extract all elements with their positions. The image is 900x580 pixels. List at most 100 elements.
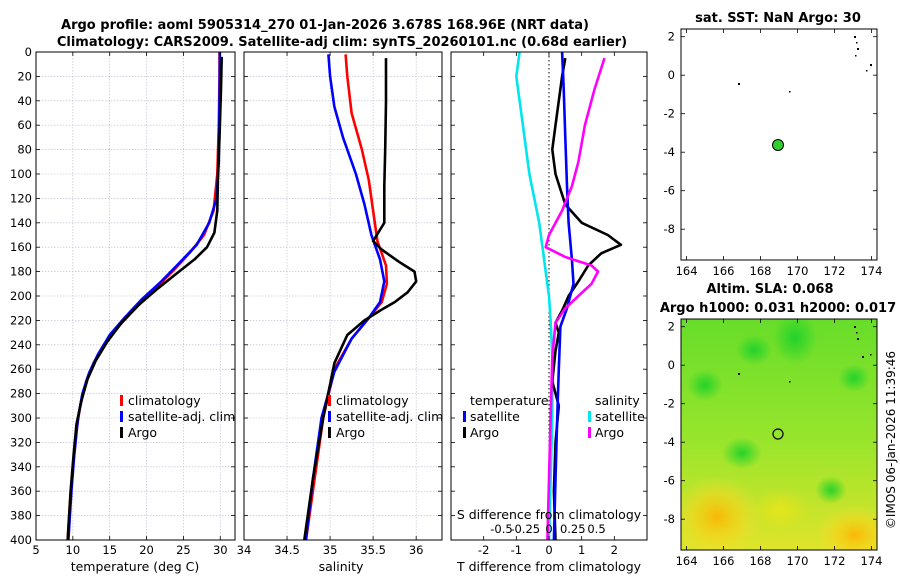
legend-argo-swatch <box>120 427 123 438</box>
x-tick-label: 170 <box>787 264 809 278</box>
x-tick-label: 20 <box>139 543 154 557</box>
temperature-grid <box>36 52 235 540</box>
difference-xlabel: T difference from climatology <box>456 559 642 574</box>
x-tick-label: 25 <box>176 543 191 557</box>
legend-satellite-swatch <box>328 411 331 422</box>
y-tick-label: 180 <box>10 265 32 279</box>
y-tick-label: 220 <box>10 313 32 327</box>
island-dot <box>789 381 791 383</box>
difference-ticks: -2 -1 0 1 2 <box>451 51 647 557</box>
island-dot <box>738 83 740 85</box>
y-tick-label: 0 <box>668 358 675 372</box>
y-tick-label: 360 <box>10 484 32 498</box>
float-marker <box>772 139 784 151</box>
x-tick-label: 164 <box>676 264 698 278</box>
island-dot <box>862 356 864 358</box>
legend-satellite-label: satellite-adj. clim <box>128 409 235 424</box>
y-tick-label: 2 <box>668 30 675 44</box>
y-tick-label: 280 <box>10 387 32 401</box>
series-line <box>551 57 623 540</box>
y-tick-label: 160 <box>10 240 32 254</box>
y-tick-label: -4 <box>664 145 675 159</box>
y-tick-label: 0 <box>25 45 32 59</box>
y-tick-label: 380 <box>10 509 32 523</box>
salinity-xlabel: salinity <box>319 559 364 574</box>
x-tick-label: 174 <box>860 264 882 278</box>
series-line <box>544 57 606 540</box>
x-tick-label: 168 <box>750 264 772 278</box>
legend-temp-satellite-label: satellite <box>470 409 520 424</box>
x-tick-label: 5 <box>32 543 39 557</box>
legend-sal-argo-swatch <box>588 427 591 438</box>
y-tick-label: 80 <box>17 143 32 157</box>
s-tick-label: 0.5 <box>587 522 605 536</box>
s-tick-label: 0.25 <box>560 522 586 536</box>
salinity-lines <box>303 54 418 540</box>
island-dot <box>855 55 857 57</box>
x-tick-label: 15 <box>102 543 117 557</box>
sla-field <box>681 319 877 550</box>
timestamp-footer: ©IMOS 06-Jan-2026 11:39:46 <box>884 351 898 529</box>
difference-lines <box>515 52 623 540</box>
float-marker <box>772 428 784 440</box>
figure-title-line2: Climatology: CARS2009. Satellite-adj cli… <box>57 35 627 50</box>
x-tick-label: 166 <box>713 554 735 568</box>
legend-sal-satellite-label: satellite <box>595 409 645 424</box>
legend-temp-satellite-swatch <box>463 411 466 422</box>
sst-map: sat. SST: NaN Argo: 30 164 166 168 170 172 17… <box>664 11 883 278</box>
x-tick-label: 30 <box>213 543 228 557</box>
temperature-lines <box>66 52 223 540</box>
y-tick-label: 320 <box>10 435 32 449</box>
series-line <box>303 58 418 540</box>
x-tick-label: 34.5 <box>274 543 300 557</box>
temperature-legend: climatology satellite-adj. clim Argo <box>120 393 235 440</box>
salinity-panel: 34 34.5 35 35.5 36 salinity climatology sate… <box>237 51 443 574</box>
y-tick-label: 20 <box>17 69 32 83</box>
s-difference-ticks: -0.5-0.25 0 0.25 0.5 <box>490 522 605 536</box>
island-dot <box>857 48 859 50</box>
x-tick-label: -2 <box>478 543 489 557</box>
x-tick-label: 35 <box>323 543 338 557</box>
legend-temp-argo-swatch <box>463 427 466 438</box>
x-tick-label: 1 <box>578 543 585 557</box>
x-tick-label: 166 <box>713 264 735 278</box>
island-dots <box>738 326 872 383</box>
island-dot <box>856 332 858 334</box>
legend-satellite-swatch <box>120 411 123 422</box>
y-tick-label: 40 <box>17 94 32 108</box>
y-tick-label: -6 <box>664 474 675 488</box>
y-tick-label: 100 <box>10 167 32 181</box>
sla-low <box>687 369 723 401</box>
y-tick-label: 120 <box>10 191 32 205</box>
x-tick-label: 2 <box>611 543 618 557</box>
y-tick-label: 2 <box>668 320 675 334</box>
x-tick-label: 174 <box>860 554 882 568</box>
y-tick-label: 400 <box>10 533 32 547</box>
legend-temperature-title: temperature <box>470 393 549 408</box>
temperature-xlabel: temperature (deg C) <box>71 559 200 574</box>
difference-legend-salinity: salinity satellite Argo <box>588 393 645 440</box>
sla-map-ticks: 164 166 168 170 172 174 2 0 -2 -4 -6 -8 <box>664 319 882 568</box>
figure-title-line1: Argo profile: aoml 5905314_270 01-Jan-20… <box>61 18 589 33</box>
y-tick-label: -2 <box>664 397 675 411</box>
y-tick-label: 340 <box>10 460 32 474</box>
sst-map-ticks: 164 166 168 170 172 174 2 0 -2 -4 -6 -8 <box>664 29 882 278</box>
island-dot <box>857 338 859 340</box>
legend-sal-argo-label: Argo <box>595 425 624 440</box>
island-dot <box>870 354 872 356</box>
island-dot <box>854 36 856 38</box>
salinity-legend: climatology satellite-adj. clim Argo <box>328 393 443 440</box>
y-tick-label: 240 <box>10 338 32 352</box>
legend-argo-swatch <box>328 427 331 438</box>
legend-salinity-title: salinity <box>595 393 640 408</box>
island-dot <box>870 64 872 66</box>
s-tick-label: -0.5 <box>490 522 512 536</box>
sla-high <box>681 475 762 550</box>
sla-low <box>773 319 817 364</box>
x-tick-label: -1 <box>511 543 522 557</box>
series-line <box>304 54 386 540</box>
island-dots <box>738 36 872 93</box>
sla-high <box>815 505 877 550</box>
x-tick-label: 170 <box>787 554 809 568</box>
x-tick-label: 10 <box>66 543 81 557</box>
